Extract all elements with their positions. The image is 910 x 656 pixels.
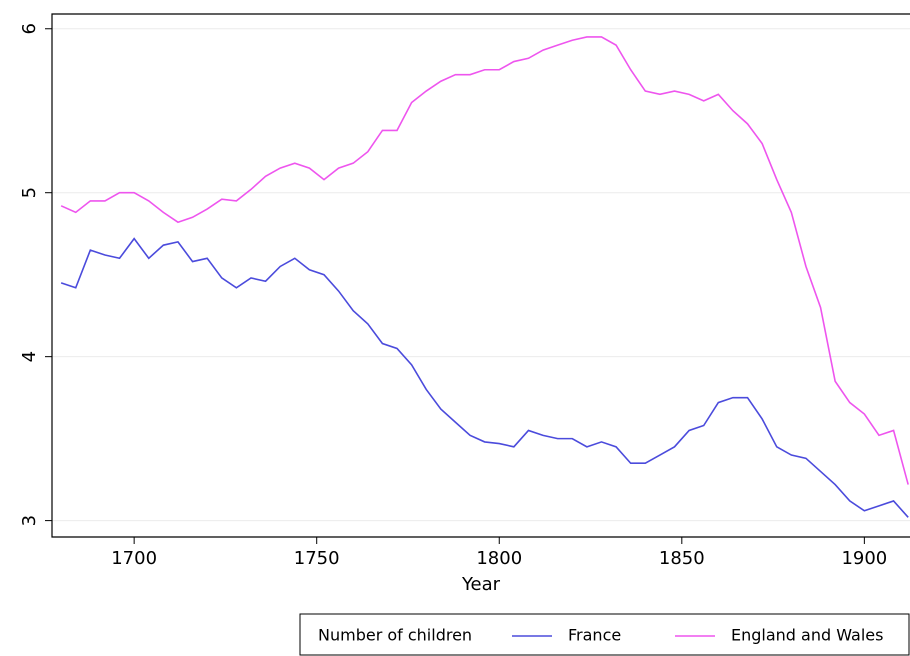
legend-label: England and Wales xyxy=(731,626,883,645)
x-tick-label: 1800 xyxy=(476,548,522,569)
legend-box xyxy=(299,613,910,656)
y-tick-label: 5 xyxy=(19,187,40,198)
x-axis-label: Year xyxy=(461,574,501,595)
x-tick-label: 1900 xyxy=(841,548,887,569)
x-tick-label: 1750 xyxy=(294,548,340,569)
series-line xyxy=(60,237,909,518)
x-tick-label: 1700 xyxy=(111,548,157,569)
y-tick-label: 6 xyxy=(19,23,40,34)
legend-title: Number of children xyxy=(318,626,472,645)
x-tick-label: 1850 xyxy=(659,548,705,569)
legend-label: France xyxy=(568,626,621,645)
series-line xyxy=(60,36,909,485)
y-tick-label: 4 xyxy=(19,351,40,362)
plot-frame xyxy=(51,13,910,538)
y-tick-label: 3 xyxy=(19,515,40,526)
